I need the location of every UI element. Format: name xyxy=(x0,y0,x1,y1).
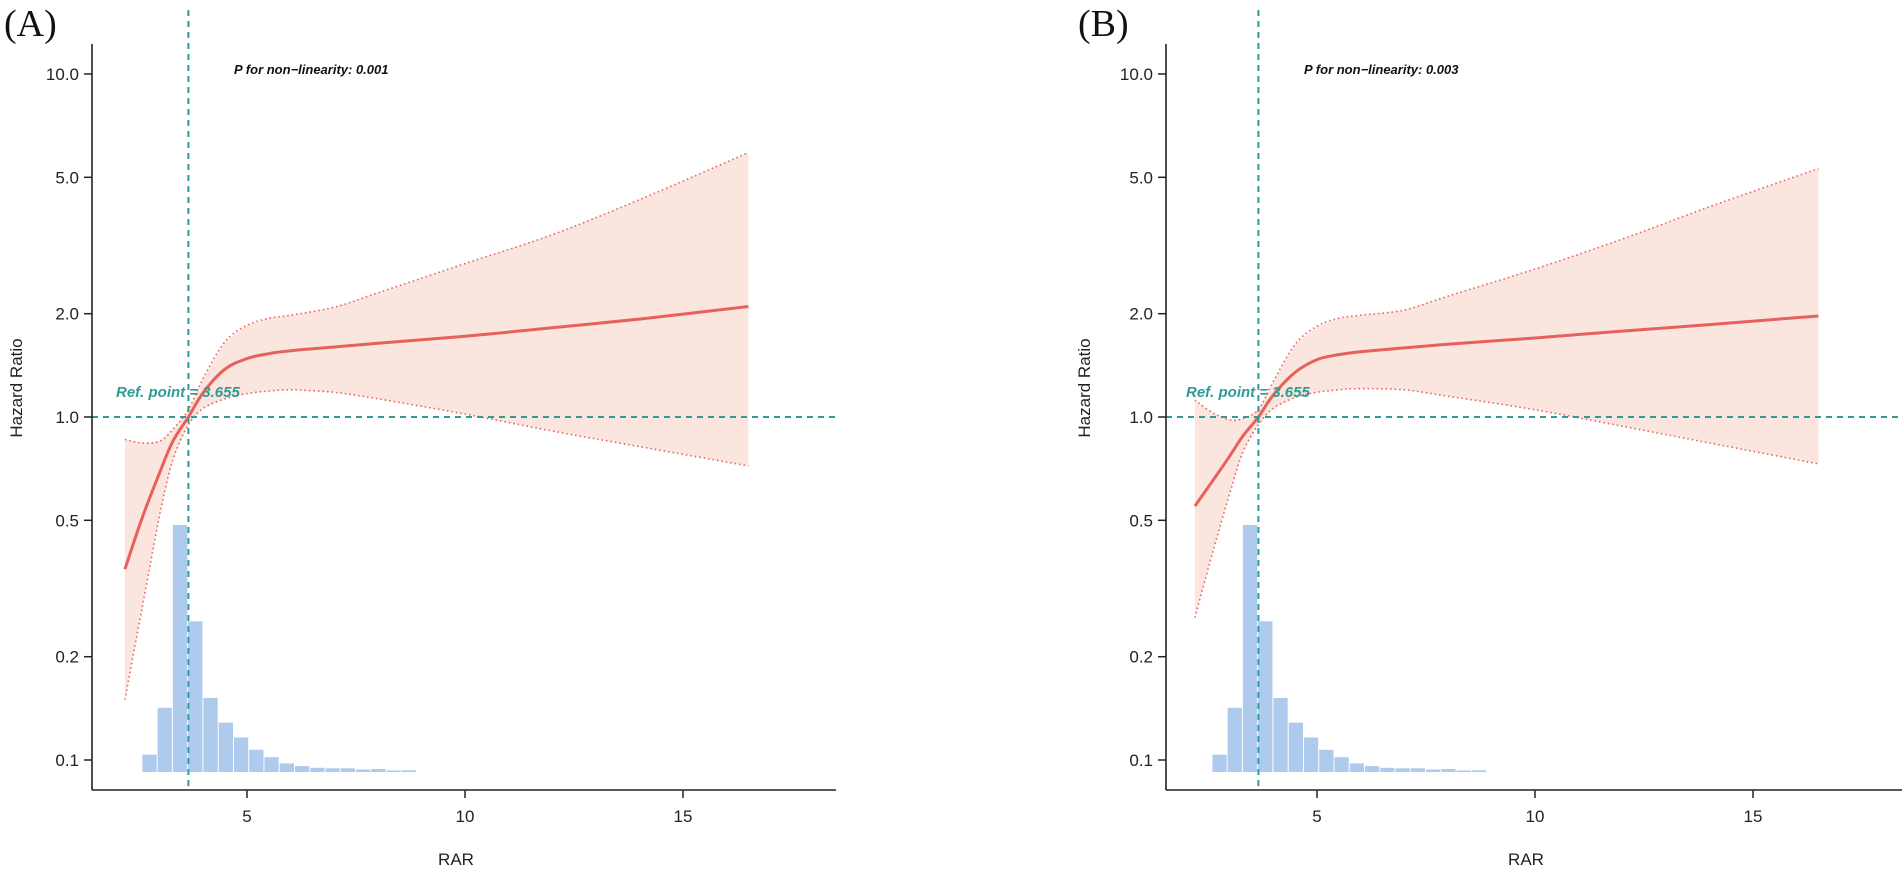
panel-b-y-tick-label: 0.1 xyxy=(1129,751,1153,770)
panel-a-y-tick-label: 0.1 xyxy=(55,751,79,770)
panel-b-y-tick-label: 10.0 xyxy=(1120,65,1153,84)
panel-b-x-tick-label: 10 xyxy=(1526,807,1545,826)
panel-a-y-tick-label: 0.5 xyxy=(55,511,79,530)
panel-b-histogram-bar xyxy=(1349,763,1364,772)
panel-b-nonlinearity-annotation: P for non−linearity: 0.003 xyxy=(1304,62,1459,77)
panel-b-histogram-bar xyxy=(1319,749,1334,772)
panel-b-confidence-band xyxy=(1194,168,1819,618)
panel-a-histogram-bar xyxy=(249,749,264,772)
panel-a-histogram-bar xyxy=(264,757,279,772)
panel-b-histogram-bar xyxy=(1242,525,1258,772)
panel-b-hazard-ratio-curve xyxy=(1193,314,1819,507)
panel-b-histogram-bar xyxy=(1456,770,1471,772)
panel-a-y-axis-title: Hazard Ratio xyxy=(7,338,26,437)
panel-b-histogram-bar xyxy=(1288,722,1303,772)
panel-a-x-tick-label: 5 xyxy=(242,807,251,826)
panel-b-y-axis-title: Hazard Ratio xyxy=(1075,338,1094,437)
panel-a-confidence-band xyxy=(124,152,749,700)
panel-a-histogram-bar xyxy=(340,768,355,772)
panel-b-histogram-bar xyxy=(1441,769,1456,772)
panel-b-histogram-bar xyxy=(1227,707,1242,772)
panel-a-x-tick-label: 15 xyxy=(674,807,693,826)
panel-a-histogram-bar xyxy=(279,763,294,772)
panel-a-histogram-bar xyxy=(203,697,218,772)
panel-b-y-tick-label: 2.0 xyxy=(1129,305,1153,324)
panel-a-histogram-bar xyxy=(356,769,371,772)
panel-b-y-tick-label: 0.5 xyxy=(1129,511,1153,530)
panel-a-y-tick-label: 1.0 xyxy=(55,408,79,427)
panel-a-histogram-bar xyxy=(218,722,233,772)
panel-b-y-tick-label: 5.0 xyxy=(1129,168,1153,187)
panel-b-x-axis-title: RAR xyxy=(1508,850,1544,869)
panel-a-ci-lower-line xyxy=(124,388,749,700)
panel-a-label: (A) xyxy=(4,3,57,45)
panel-a: 0.1 0.2 0.5 1.0 2.0 5.0 10.0 5 10 15 (A) Hazard Rat… xyxy=(4,3,836,869)
panel-b-histogram-bar xyxy=(1212,754,1227,772)
panel-a-hazard-ratio-curve xyxy=(123,305,749,570)
panel-a-histogram-bar xyxy=(386,770,401,772)
panel-b-histogram-bar xyxy=(1380,767,1395,772)
panel-a-histogram-bar xyxy=(157,707,172,772)
panel-a-histogram-bar xyxy=(295,766,310,772)
panel-b-y-tick-label: 1.0 xyxy=(1129,408,1153,427)
panel-b-histogram-bar xyxy=(1273,697,1288,772)
panel-a-y-tick-label: 2.0 xyxy=(55,305,79,324)
panel-b: 0.1 0.2 0.5 1.0 2.0 5.0 10.0 5 10 15 (B) Hazard Rat… xyxy=(1075,3,1902,869)
panel-b-histogram-bar xyxy=(1365,766,1380,772)
panel-b-histogram-bar xyxy=(1258,621,1273,772)
panel-b-y-tick-label: 0.2 xyxy=(1129,648,1153,667)
panel-a-histogram-bar xyxy=(401,770,417,772)
panel-a-histogram-bar xyxy=(142,754,157,772)
panel-a-histogram-bar xyxy=(172,525,188,772)
panel-b-histogram-bar xyxy=(1395,768,1410,772)
panel-a-y-tick-label: 10.0 xyxy=(46,65,79,84)
panel-a-y-tick-label: 5.0 xyxy=(55,168,79,187)
panel-a-histogram-bar xyxy=(371,769,386,772)
panel-a-x-tick-label: 10 xyxy=(456,807,475,826)
panel-b-x-tick-label: 5 xyxy=(1312,807,1321,826)
panel-b-histogram-bar xyxy=(1410,768,1425,772)
panel-a-nonlinearity-annotation: P for non−linearity: 0.001 xyxy=(234,62,388,77)
panel-b-ci-upper-line xyxy=(1194,167,1819,422)
panel-a-histogram-bar xyxy=(310,767,325,772)
panel-a-histogram-bar xyxy=(325,768,340,772)
panel-b-label: (B) xyxy=(1078,3,1129,45)
panel-a-reference-point-label: Ref. point = 3.655 xyxy=(116,384,240,401)
panel-b-histogram-bar xyxy=(1334,757,1349,772)
panel-b-histogram-bar xyxy=(1471,770,1487,772)
panel-b-x-tick-label: 15 xyxy=(1744,807,1763,826)
panel-a-y-tick-label: 0.2 xyxy=(55,648,79,667)
panel-b-histogram-bar xyxy=(1426,769,1441,772)
panel-b-histogram-bar xyxy=(1303,737,1319,772)
panel-b-reference-point-label: Ref. point = 3.655 xyxy=(1186,384,1310,401)
panel-a-histogram-bar xyxy=(233,737,249,772)
panel-a-x-axis-title: RAR xyxy=(438,850,474,869)
panel-a-histogram-bar xyxy=(188,621,203,772)
